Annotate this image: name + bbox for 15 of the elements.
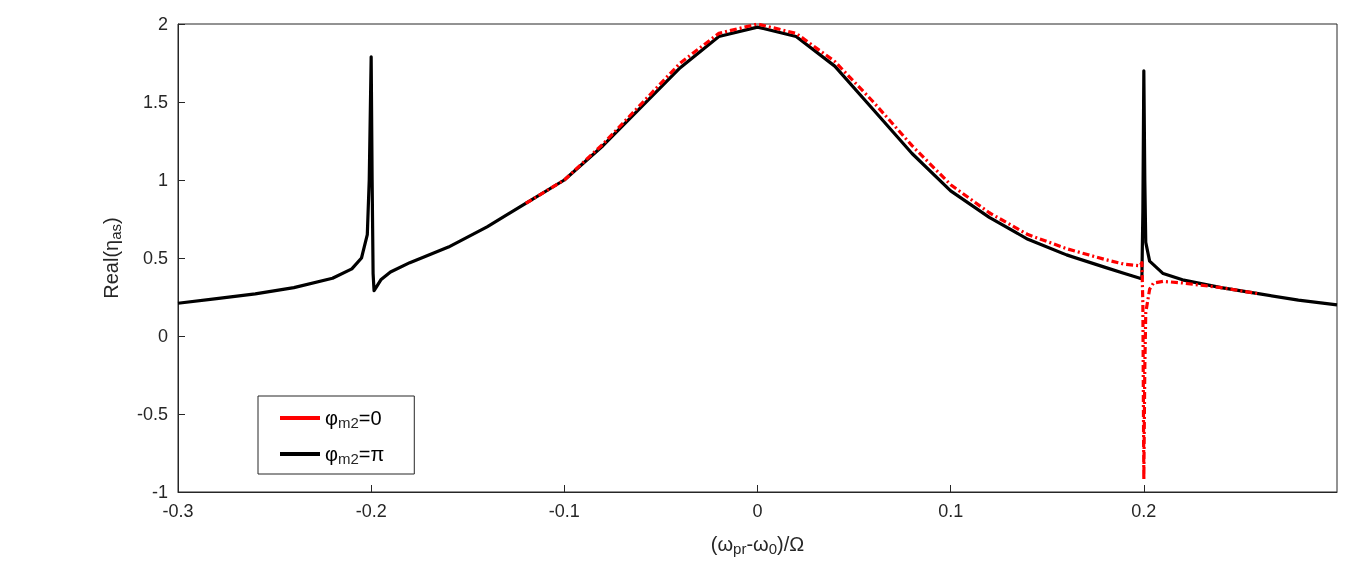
y-tick-label: 0 [157,326,168,346]
y-tick-label: 2 [157,14,168,34]
line-series [176,25,1339,307]
y-tick-label: 1.5 [142,92,168,112]
x-tick-label: -0.3 [162,501,194,521]
y-tick-label: 1 [157,170,168,190]
y-tick-label: -1 [151,482,168,502]
x-tick-label: 0 [752,501,763,521]
y-tick-label: -0.5 [136,404,168,424]
x-tick-label: 0.1 [938,501,964,521]
x-tick-label: 0.2 [1131,501,1157,521]
x-tick-label: -0.1 [548,501,580,521]
x-tick-label: -0.2 [355,501,387,521]
y-tick-label: 0.5 [142,248,168,268]
y-axis-title: Real(ηas) [100,217,124,299]
